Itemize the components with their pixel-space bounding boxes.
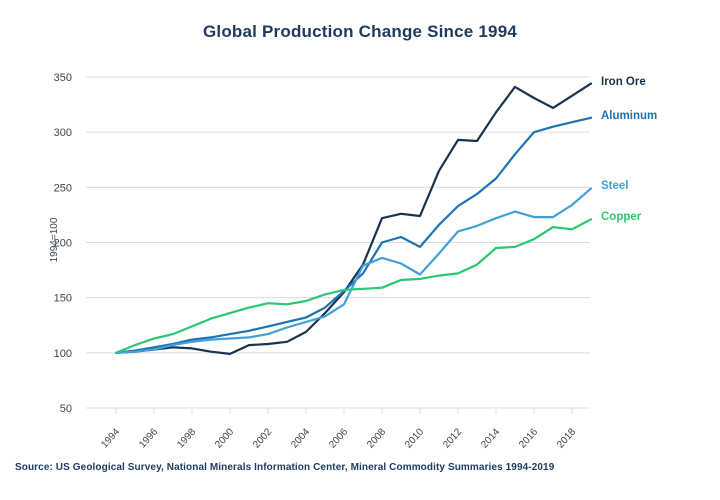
series-line-copper <box>114 218 593 354</box>
x-tick-label: 2006 <box>327 426 350 450</box>
x-tick-label: 1996 <box>137 426 160 450</box>
chart-title: Global Production Change Since 1994 <box>202 22 517 41</box>
y-tick-label: 150 <box>54 293 72 305</box>
x-tick-label: 2008 <box>365 426 388 450</box>
x-tick-label: 2014 <box>479 426 502 450</box>
legend-label-iron-ore: Iron Ore <box>601 75 646 88</box>
series-line-aluminum <box>114 116 593 354</box>
x-tick-label: 2000 <box>213 426 236 450</box>
x-tick-label: 2018 <box>555 426 578 450</box>
x-tick-label: 2010 <box>403 426 426 450</box>
x-tick-label: 2002 <box>251 426 274 450</box>
source-note: Source: US Geological Survey, National M… <box>15 462 555 473</box>
legend-label-copper: Copper <box>601 211 642 224</box>
x-tick-label: 2012 <box>441 426 464 450</box>
y-tick-label: 250 <box>54 182 72 194</box>
y-tick-label: 350 <box>54 72 72 84</box>
y-tick-label: 300 <box>54 127 72 139</box>
series-line-steel <box>114 187 593 354</box>
x-tick-label: 1998 <box>175 426 198 450</box>
x-tick-label: 2016 <box>517 426 540 450</box>
legend-label-steel: Steel <box>601 180 629 193</box>
y-axis-title: 1994=100 <box>49 217 60 262</box>
y-tick-label: 100 <box>54 348 72 360</box>
x-tick-label: 1994 <box>99 426 122 450</box>
y-tick-label: 50 <box>60 403 72 415</box>
y-tick-label: 200 <box>54 238 72 250</box>
x-tick-label: 2004 <box>289 426 312 450</box>
legend-label-aluminum: Aluminum <box>601 109 658 122</box>
series-line-iron-ore <box>114 82 593 355</box>
